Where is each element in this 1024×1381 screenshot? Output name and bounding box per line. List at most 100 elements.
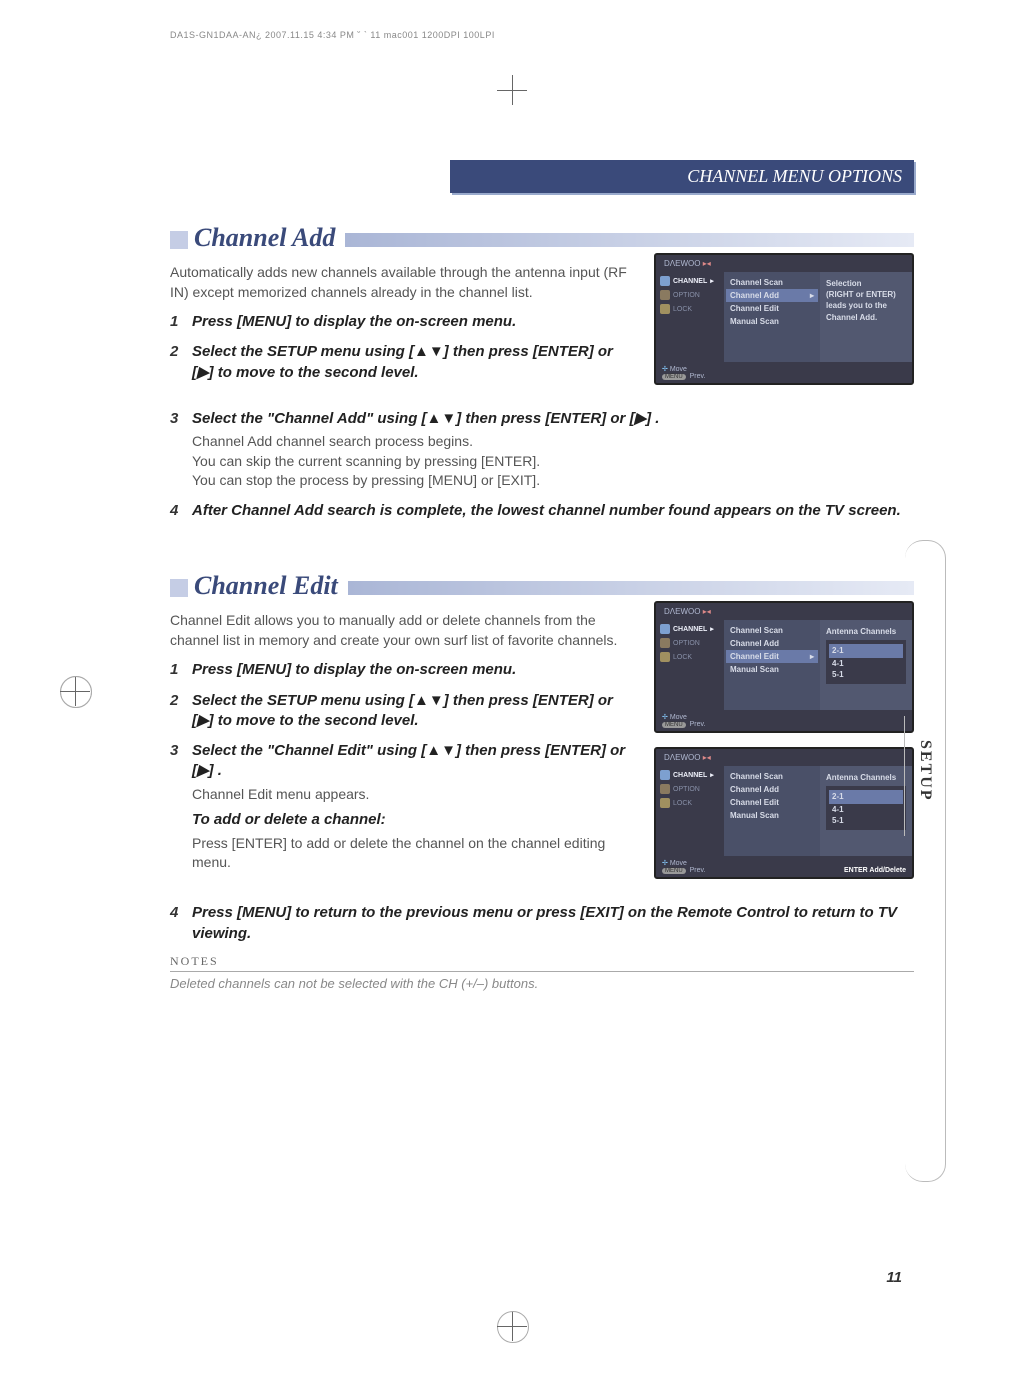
step-number: 1 [170, 312, 192, 332]
tv-sidebar: CHANNEL ▸ OPTION LOCK [656, 272, 724, 362]
tv-menu-item: Channel Scan [730, 624, 814, 637]
tv-menu-item: Manual Scan [730, 315, 814, 328]
tv-channel-item: 5-1 [832, 815, 900, 826]
step-subtext: Press [ENTER] to add or delete the chann… [192, 834, 636, 873]
tv-brand: DΛEWOO ▸◂ [656, 255, 912, 272]
tv-brand: DΛEWOO ▸◂ [656, 603, 912, 620]
step-number: 4 [170, 501, 192, 521]
tv-sidebar-channel: CHANNEL ▸ [660, 622, 720, 636]
step-subtext: Channel Edit menu appears. [192, 785, 636, 805]
tv-menu-item: Channel Scan [730, 276, 814, 289]
step-number: 2 [170, 342, 192, 383]
heading-bullet-icon [170, 579, 188, 597]
section2-steps: 1 Press [MENU] to display the on-screen … [170, 660, 636, 872]
section2-intro: Channel Edit allows you to manually add … [170, 611, 636, 650]
section-title: Channel Add [194, 223, 349, 253]
tv-footer: ✢ Move MENU Prev. [656, 710, 912, 731]
tv-footer: ✢ Move MENU Prev. ENTER Add/Delete [656, 856, 912, 877]
tv-channel-list: 2-1 4-1 5-1 [826, 640, 906, 684]
section-title: Channel Edit [194, 571, 352, 601]
step-sub-heading: To add or delete a channel: [192, 810, 636, 830]
section-heading-channel-add: Channel Add [170, 223, 914, 253]
tv-menu-item: Channel Add [730, 637, 814, 650]
heading-rule [348, 581, 914, 595]
step-number: 3 [170, 741, 192, 873]
tv-sidebar-channel: CHANNEL ▸ [660, 768, 720, 782]
heading-rule [345, 233, 914, 247]
tv-sidebar-lock: LOCK [660, 796, 720, 810]
notes-label: NOTES [170, 954, 914, 972]
step-number: 4 [170, 903, 192, 944]
step-item: 3 Select the "Channel Edit" using [▲▼] t… [170, 741, 636, 873]
tv-sidebar: CHANNEL ▸ OPTION LOCK [656, 766, 724, 856]
tv-menu-item: Channel Edit [730, 796, 814, 809]
step-item: 2 Select the SETUP menu using [▲▼] then … [170, 691, 636, 732]
step-item: 4 Press [MENU] to return to the previous… [170, 903, 914, 944]
tv-channel-item: 4-1 [832, 658, 900, 669]
tv-screenshot-channel-edit-selected: DΛEWOO ▸◂ CHANNEL ▸ OPTION LOCK Channel … [654, 747, 914, 879]
step-item: 1 Press [MENU] to display the on-screen … [170, 312, 636, 332]
tv-menu-list: Channel Scan Channel Add Channel Edit Ma… [724, 766, 820, 856]
heading-bullet-icon [170, 231, 188, 249]
step-text: After Channel Add search is complete, th… [192, 501, 914, 521]
step-text: Press [MENU] to return to the previous m… [192, 903, 914, 944]
tv-brand: DΛEWOO ▸◂ [656, 749, 912, 766]
step-item: 1 Press [MENU] to display the on-screen … [170, 660, 636, 680]
page-title-banner: CHANNEL MENU OPTIONS [450, 160, 914, 193]
step-text: Select the "Channel Add" using [▲▼] then… [192, 410, 659, 427]
step-subtext: Channel Add channel search process begin… [192, 432, 914, 491]
tv-menu-item: Channel Edit [730, 302, 814, 315]
tv-sidebar-option: OPTION [660, 636, 720, 650]
section1-steps-cont: 3 Select the "Channel Add" using [▲▼] th… [170, 409, 914, 521]
register-mark-bottom [497, 1311, 527, 1341]
notes-text: Deleted channels can not be selected wit… [170, 976, 914, 991]
register-mark-right [60, 676, 90, 706]
print-header: DA1S-GN1DAA-AN¿ 2007.11.15 4:34 PM ˘ ` 1… [170, 30, 495, 40]
tv-menu-item: Channel Add [730, 783, 814, 796]
tv-menu-list: Channel Scan Channel Add Channel Edit Ma… [724, 272, 820, 362]
side-tab-frame [905, 540, 946, 1182]
tv-menu-item: Channel Scan [730, 770, 814, 783]
step-item: 4 After Channel Add search is complete, … [170, 501, 914, 521]
tv-sidebar-option: OPTION [660, 288, 720, 302]
tv-sidebar-lock: LOCK [660, 302, 720, 316]
section1-intro: Automatically adds new channels availabl… [170, 263, 636, 302]
tv-help-panel: Selection (RIGHT or ENTER) leads you to … [820, 272, 912, 362]
step-text: Select the SETUP menu using [▲▼] then pr… [192, 342, 636, 383]
step-text: Press [MENU] to display the on-screen me… [192, 312, 636, 332]
step-item: 3 Select the "Channel Add" using [▲▼] th… [170, 409, 914, 491]
section-heading-channel-edit: Channel Edit [170, 571, 914, 601]
tv-sidebar-lock: LOCK [660, 650, 720, 664]
tv-channel-panel: Antenna Channels 2-1 4-1 5-1 [820, 620, 912, 710]
step-text: Press [MENU] to display the on-screen me… [192, 660, 636, 680]
tv-menu-item-highlighted: Channel Edit [726, 650, 818, 663]
step-text: Select the "Channel Edit" using [▲▼] the… [192, 742, 625, 779]
side-tab-label: SETUP [916, 740, 934, 802]
tv-sidebar-channel: CHANNEL ▸ [660, 274, 720, 288]
tv-channel-item: 4-1 [832, 804, 900, 815]
tv-screenshot-channel-edit-list: DΛEWOO ▸◂ CHANNEL ▸ OPTION LOCK Channel … [654, 601, 914, 733]
step-number: 3 [170, 409, 192, 491]
section2-steps-cont: 4 Press [MENU] to return to the previous… [170, 903, 914, 944]
tv-footer: ✢ Move MENU Prev. [656, 362, 912, 383]
tv-channel-list: 2-1 4-1 5-1 [826, 786, 906, 830]
tv-screenshot-channel-add: DΛEWOO ▸◂ CHANNEL ▸ OPTION LOCK Channel … [654, 253, 914, 385]
tv-menu-list: Channel Scan Channel Add Channel Edit Ma… [724, 620, 820, 710]
tv-sidebar-option: OPTION [660, 782, 720, 796]
section1-steps: 1 Press [MENU] to display the on-screen … [170, 312, 636, 383]
tv-channel-panel: Antenna Channels 2-1 4-1 5-1 [820, 766, 912, 856]
tv-right-title: Antenna Channels [826, 772, 906, 783]
register-mark-top [497, 75, 527, 105]
tv-menu-item: Manual Scan [730, 663, 814, 676]
tv-menu-item: Manual Scan [730, 809, 814, 822]
tv-right-title: Antenna Channels [826, 626, 906, 637]
tv-footer-enter: ENTER Add/Delete [844, 867, 906, 874]
step-number: 2 [170, 691, 192, 732]
tv-channel-item: 5-1 [832, 669, 900, 680]
step-text: Select the SETUP menu using [▲▼] then pr… [192, 691, 636, 732]
page-number: 11 [886, 1269, 902, 1286]
step-number: 1 [170, 660, 192, 680]
tv-channel-item-highlighted: 2-1 [829, 644, 903, 657]
step-item: 2 Select the SETUP menu using [▲▼] then … [170, 342, 636, 383]
tv-channel-item-highlighted: 2-1 [829, 790, 903, 803]
